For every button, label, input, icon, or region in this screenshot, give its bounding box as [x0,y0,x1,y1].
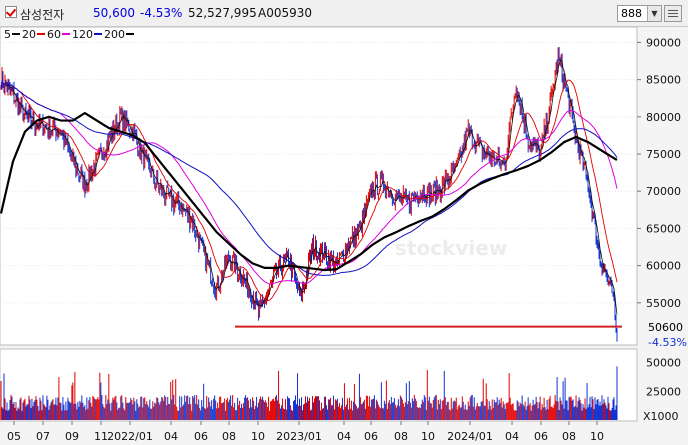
price-panel[interactable] [0,27,638,346]
moving-averages [0,59,618,315]
date-tick-label: 10 [251,430,265,443]
date-tick-label: 06 [364,430,378,443]
period-select-value: 888 [621,7,642,20]
ma200-line [0,111,618,272]
current-rate-label: -4.53% [648,336,687,349]
price-tick-label: 70000 [646,185,681,198]
date-tick-label: 2023/01 [276,430,322,443]
volume-unit-label: X1000 [643,410,679,423]
date-tick-label: 10 [421,430,435,443]
ma20-line [0,79,618,302]
ma60-line [0,79,618,285]
current-price-marker: 50600 -4.53% [644,319,687,349]
price-tick-label: 90000 [646,36,681,49]
price-tick-label: 55000 [646,297,681,310]
date-tick-label: 10 [590,430,604,443]
watermark: stockview [395,236,507,260]
price-axis: 90000 85000 80000 75000 70000 65000 60000 55000 [637,36,681,310]
checkbox-icon[interactable] [5,6,17,18]
date-tick-label: 04 [164,430,178,443]
ma120-line [0,79,618,276]
legend-label-120: 120 [72,28,93,41]
period-select[interactable]: 888 ▼ [617,5,662,22]
chart-header: 삼성전자 50,600 -4.53% 52,527,995 A005930 88… [0,0,688,27]
date-axis: 05 07 09 11 2022/01 04 06 08 10 2023/01 04 06 08 10 20… [7,421,604,443]
legend-label-20: 20 [22,28,36,41]
date-tick-label: 06 [194,430,208,443]
date-tick-label: 08 [394,430,408,443]
chevron-down-icon[interactable]: ▼ [647,6,661,21]
legend-label-5: 5 [4,28,11,41]
legend-swatch [12,33,20,35]
date-tick-label: 07 [36,430,50,443]
ma-legend: 5 20 60 120 200 [4,28,134,41]
current-price-label: 50600 [648,321,683,334]
legend-swatch [94,33,102,35]
legend-label-200: 200 [104,28,125,41]
price-tick-label: 75000 [646,148,681,161]
date-tick-label: 08 [222,430,236,443]
price-tick-label: 60000 [646,260,681,273]
change-rate: -4.53% [140,6,183,20]
volume-bars [0,366,618,420]
date-tick-label: 06 [534,430,548,443]
date-tick-label: 04 [337,430,351,443]
date-tick-label: 11 [94,430,108,443]
date-tick-label: 09 [65,430,79,443]
trade-volume: 52,527,995 [188,6,257,20]
legend-label-60: 60 [47,28,61,41]
price-tick-label: 80000 [646,111,681,124]
legend-swatch [37,33,45,35]
legend-swatch [126,33,134,35]
stock-code: A005930 [258,6,313,20]
volume-axis: 50000 25000 X1000 [643,357,681,423]
volume-tick-label: 50000 [646,357,681,370]
date-tick-label: 2024/01 [447,430,493,443]
grid-lines [0,41,637,304]
date-tick-label: 2022/01 [107,430,153,443]
date-tick-label: 05 [7,430,21,443]
date-tick-label: 08 [562,430,576,443]
legend-swatch [62,33,70,35]
settings-menu-icon[interactable] [664,5,682,22]
stock-chart[interactable]: stockview 5 20 60 120 200 90000 85000 80000 750… [0,27,688,445]
stock-name[interactable]: 삼성전자 [20,8,65,22]
date-tick-label: 04 [505,430,519,443]
stock-price: 50,600 [93,6,135,20]
price-tick-label: 65000 [646,222,681,235]
volume-tick-label: 25000 [646,385,681,398]
price-tick-label: 85000 [646,74,681,87]
